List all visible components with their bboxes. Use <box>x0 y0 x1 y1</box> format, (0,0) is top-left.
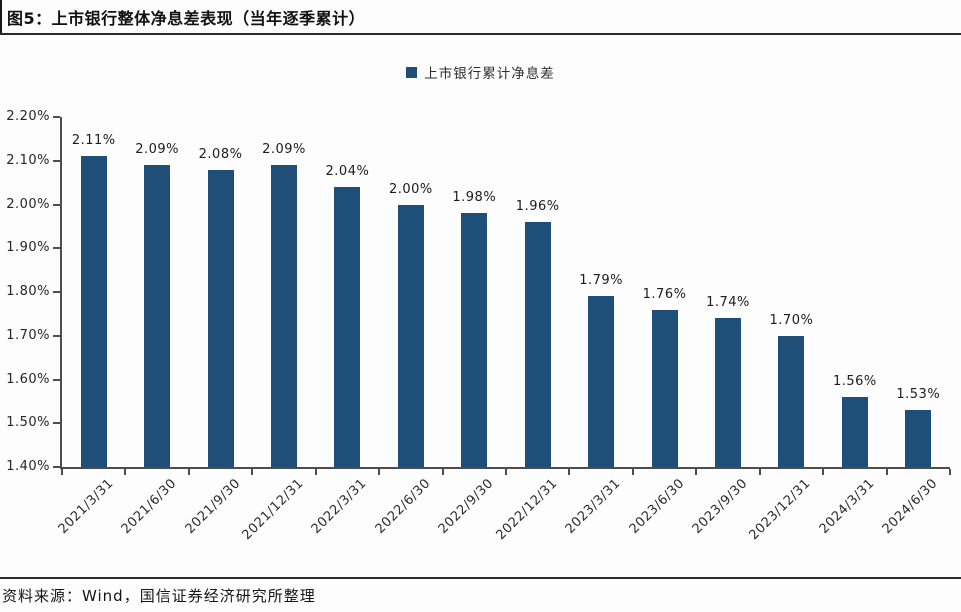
bar-value-label: 2.08% <box>198 146 243 162</box>
x-axis-label: 2021/3/31 <box>55 476 117 537</box>
caption-left-border <box>0 0 2 33</box>
figure-caption: 图5：上市银行整体净息差表现（当年逐季累计） <box>7 9 366 28</box>
legend-square-icon <box>406 66 418 78</box>
x-axis-tick <box>251 469 254 475</box>
x-axis-tick <box>378 469 381 475</box>
y-axis-tick <box>53 334 60 337</box>
x-axis-label: 2021/12/31 <box>239 476 307 544</box>
y-axis-label: 2.10% <box>6 152 50 168</box>
y-axis-label: 1.40% <box>6 459 50 474</box>
bar <box>778 335 805 467</box>
bar <box>334 187 361 467</box>
bar <box>461 213 488 467</box>
x-axis-tick <box>695 469 698 475</box>
bar <box>524 222 551 467</box>
bar <box>588 296 615 467</box>
bar <box>144 165 171 467</box>
y-axis-label: 2.20% <box>6 109 50 124</box>
y-axis-tick <box>53 203 60 206</box>
x-axis-tick <box>631 469 634 475</box>
source-note: 资料来源：Wind，国信证券经济研究所整理 <box>2 587 316 605</box>
x-axis-tick <box>822 469 825 475</box>
caption-divider-line <box>0 33 961 35</box>
x-axis-tick <box>61 469 63 475</box>
bar-value-label: 2.09% <box>135 142 180 158</box>
bar-value-label: 1.79% <box>579 273 624 289</box>
legend-label: 上市银行累计净息差 <box>424 66 555 82</box>
y-axis-label: 1.50% <box>6 415 50 431</box>
y-axis-tick <box>53 291 60 293</box>
x-axis-tick <box>568 469 571 475</box>
x-axis-tick <box>949 469 951 475</box>
bar <box>841 397 868 467</box>
bar <box>271 165 297 467</box>
y-axis-tick <box>53 378 60 381</box>
x-axis-label: 2023/3/31 <box>562 476 624 537</box>
bar <box>397 204 424 467</box>
x-axis-label: 2023/12/31 <box>746 476 815 544</box>
y-axis-line <box>60 117 62 469</box>
bar <box>207 169 234 467</box>
x-axis-label: 2024/6/30 <box>879 476 941 537</box>
y-axis-label: 1.80% <box>6 284 50 299</box>
bar-value-label: 1.74% <box>706 295 750 311</box>
x-axis-tick <box>441 469 444 475</box>
x-axis-label: 2023/6/30 <box>626 476 688 537</box>
plot-area: 2.20% 2.10% 2.00% 1.90% 1.80% 1.70% 1.60% 1.50%… <box>6 109 951 543</box>
figure-caption-row: 图5：上市银行整体净息差表现（当年逐季累计） <box>0 0 961 33</box>
y-axis-label: 1.60% <box>6 371 50 387</box>
x-axis-label: 2022/9/30 <box>435 476 497 537</box>
y-axis-tick <box>53 466 60 468</box>
bar-value-label: 1.96% <box>515 199 560 214</box>
y-axis-label: 2.00% <box>6 196 50 212</box>
bar-value-label: 2.11% <box>71 133 116 149</box>
bar-value-label: 2.04% <box>325 164 370 179</box>
bar-value-label: 1.56% <box>832 374 877 389</box>
y-axis-label: 1.70% <box>6 327 50 343</box>
y-axis-tick <box>53 422 60 425</box>
x-axis-label: 2021/9/30 <box>182 476 244 537</box>
bar-value-label: 1.76% <box>642 286 687 302</box>
chart-legend: 上市银行累计净息差 <box>0 62 961 82</box>
x-axis-tick <box>758 469 761 475</box>
x-axis-line <box>60 467 950 469</box>
source-divider-line <box>0 577 961 579</box>
bar <box>905 410 932 467</box>
bar-value-label: 1.70% <box>769 312 814 328</box>
y-axis-tick <box>53 116 60 118</box>
x-axis-label: 2022/6/30 <box>372 476 434 537</box>
x-axis-tick <box>187 469 190 475</box>
y-axis-label: 1.90% <box>6 240 50 256</box>
y-axis-tick <box>53 159 60 162</box>
bar-value-label: 1.53% <box>896 387 941 403</box>
bar <box>715 318 741 467</box>
bar-value-label: 2.00% <box>388 181 433 197</box>
bar-value-label: 2.09% <box>262 142 306 158</box>
x-axis-tick <box>885 469 888 475</box>
x-axis-label: 2023/9/30 <box>689 476 751 537</box>
bar-value-label: 1.98% <box>452 190 497 206</box>
x-axis-tick <box>124 469 127 475</box>
x-axis-tick <box>505 469 507 475</box>
bar <box>80 156 107 467</box>
bar <box>651 309 678 467</box>
x-axis-label: 2022/12/31 <box>493 476 561 544</box>
x-axis-label: 2024/3/31 <box>816 476 878 537</box>
y-axis-tick <box>53 247 60 250</box>
x-axis-label: 2022/3/31 <box>309 476 371 537</box>
x-axis-label: 2021/6/30 <box>118 476 180 537</box>
x-axis-tick <box>314 469 317 475</box>
